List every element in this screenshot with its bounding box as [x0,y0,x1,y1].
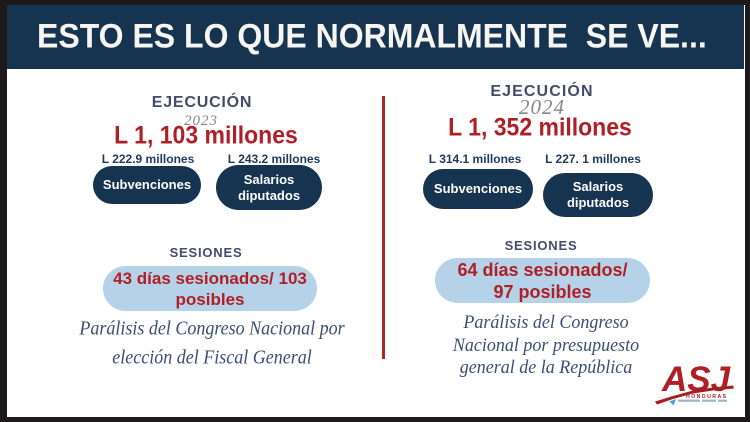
svg-text:HONDURAS: HONDURAS [686,394,728,400]
